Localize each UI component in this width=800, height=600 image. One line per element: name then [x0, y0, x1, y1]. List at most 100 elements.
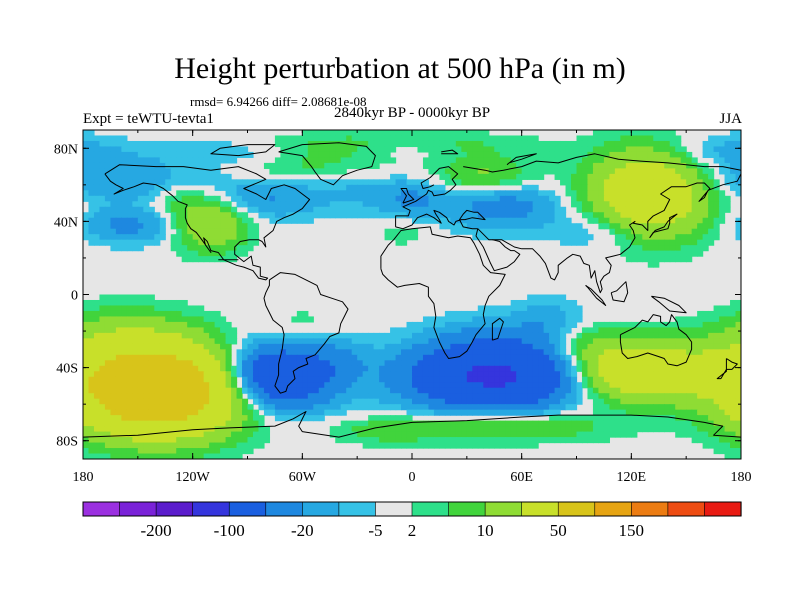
anomaly-cell: [93, 184, 101, 191]
anomaly-cell: [576, 201, 583, 208]
anomaly-cell: [148, 431, 155, 438]
anomaly-cell: [362, 398, 369, 405]
anomaly-cell: [302, 310, 309, 318]
anomaly-cell: [719, 162, 726, 169]
anomaly-cell: [176, 316, 183, 323]
anomaly-cell: [236, 190, 243, 197]
anomaly-cell: [444, 179, 451, 186]
anomaly-cell: [719, 190, 726, 197]
anomaly-cell: [132, 179, 139, 186]
anomaly-cell: [390, 426, 397, 433]
anomaly-cell: [209, 245, 216, 252]
anomaly-cell: [477, 376, 484, 383]
anomaly-cell: [653, 223, 660, 230]
anomaly-cell: [428, 398, 435, 405]
anomaly-cell: [642, 349, 649, 356]
anomaly-cell: [560, 398, 567, 405]
anomaly-cell: [192, 409, 199, 416]
anomaly-cell: [170, 409, 177, 416]
anomaly-cell: [543, 398, 550, 405]
colorbar-tick-label: 50: [550, 521, 567, 540]
anomaly-cell: [543, 431, 550, 438]
anomaly-cell: [510, 442, 517, 449]
anomaly-cell: [527, 299, 534, 307]
anomaly-cell: [110, 448, 117, 455]
anomaly-cell: [252, 223, 260, 230]
anomaly-cell: [176, 151, 183, 159]
anomaly-cell: [220, 382, 227, 389]
anomaly-cell: [357, 437, 364, 444]
anomaly-cell: [510, 332, 517, 339]
anomaly-cell: [554, 223, 561, 230]
anomaly-cell: [126, 409, 133, 416]
anomaly-cell: [625, 371, 632, 378]
anomaly-cell: [373, 437, 380, 444]
anomaly-cell: [461, 360, 468, 367]
anomaly-cell: [252, 228, 260, 235]
anomaly-cell: [669, 223, 676, 230]
anomaly-cell: [83, 437, 90, 444]
anomaly-cell: [159, 327, 166, 334]
anomaly-cell: [669, 130, 676, 137]
anomaly-cell: [653, 332, 660, 339]
anomaly-cell: [296, 387, 303, 394]
colorbar-bin: [338, 501, 377, 517]
anomaly-cell: [324, 135, 331, 142]
anomaly-cell: [455, 151, 462, 159]
anomaly-cell: [401, 135, 408, 142]
anomaly-cell: [614, 190, 621, 197]
anomaly-cell: [538, 173, 545, 180]
anomaly-cell: [477, 437, 484, 444]
anomaly-cell: [647, 146, 654, 153]
anomaly-cell: [494, 376, 501, 383]
anomaly-cell: [307, 190, 314, 197]
anomaly-cell: [581, 212, 589, 219]
anomaly-cell: [126, 212, 133, 219]
anomaly-cell: [110, 201, 117, 208]
anomaly-cell: [538, 431, 545, 438]
anomaly-cell: [581, 332, 589, 339]
anomaly-cell: [697, 327, 704, 334]
anomaly-cell: [176, 343, 183, 350]
anomaly-cell: [302, 184, 309, 191]
anomaly-cell: [247, 409, 254, 416]
anomaly-cell: [576, 332, 583, 339]
anomaly-cell: [686, 157, 693, 164]
anomaly-cell: [724, 349, 731, 356]
anomaly-cell: [104, 201, 112, 208]
anomaly-cell: [274, 201, 281, 208]
anomaly-cell: [324, 190, 331, 197]
anomaly-cell: [581, 343, 589, 350]
anomaly-cell: [274, 365, 281, 372]
anomaly-cell: [329, 179, 336, 186]
anomaly-cell: [636, 404, 643, 411]
anomaly-cell: [203, 382, 210, 389]
anomaly-cell: [115, 437, 122, 444]
anomaly-cell: [636, 354, 643, 361]
anomaly-cell: [636, 190, 643, 197]
anomaly-cell: [165, 184, 172, 191]
anomaly-cell: [658, 332, 665, 339]
anomaly-cell: [554, 382, 561, 389]
anomaly-cell: [680, 321, 687, 328]
anomaly-cell: [313, 179, 320, 186]
anomaly-cell: [422, 360, 430, 367]
anomaly-cell: [110, 332, 117, 339]
anomaly-cell: [181, 393, 188, 400]
anomaly-cell: [390, 387, 397, 394]
anomaly-cell: [198, 201, 205, 208]
anomaly-cell: [724, 453, 731, 459]
colorbar-bin: [119, 501, 157, 517]
anomaly-cell: [730, 184, 737, 191]
anomaly-cell: [603, 409, 610, 416]
anomaly-cell: [527, 195, 534, 202]
anomaly-cell: [505, 365, 512, 372]
anomaly-cell: [510, 360, 517, 367]
anomaly-cell: [143, 190, 150, 197]
anomaly-cell: [296, 190, 303, 197]
anomaly-cell: [126, 294, 133, 301]
anomaly-cell: [466, 173, 473, 180]
colorbar-bin: [704, 501, 742, 517]
anomaly-cell: [291, 217, 298, 224]
anomaly-cell: [422, 437, 430, 444]
